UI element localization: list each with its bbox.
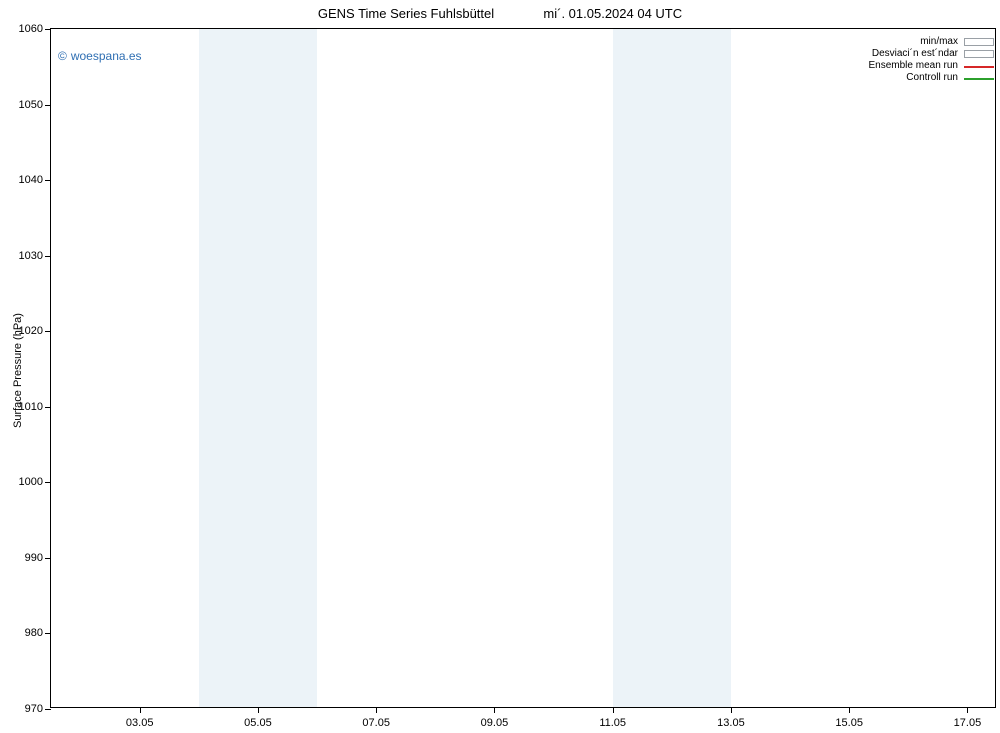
x-tick-label: 03.05 <box>126 717 154 729</box>
weekend-band <box>613 29 731 707</box>
x-tick <box>967 707 968 713</box>
weekend-band <box>199 29 317 707</box>
x-tick <box>731 707 732 713</box>
legend-item: Ensemble mean run <box>869 60 995 72</box>
x-tick <box>494 707 495 713</box>
y-tick-label: 1040 <box>19 174 43 186</box>
legend-item: Controll run <box>869 72 995 84</box>
legend-item: Desviaci´n est´ndar <box>869 48 995 60</box>
y-tick <box>45 407 51 408</box>
y-tick <box>45 558 51 559</box>
y-tick <box>45 482 51 483</box>
x-tick <box>849 707 850 713</box>
title-prefix: GENS Time Series Fuhlsbüttel <box>318 6 494 21</box>
x-tick <box>258 707 259 713</box>
copyright-icon: © <box>58 49 67 63</box>
y-tick <box>45 256 51 257</box>
watermark-text: woespana.es <box>71 49 142 63</box>
y-tick-label: 1000 <box>19 476 43 488</box>
x-tick-label: 15.05 <box>835 717 863 729</box>
y-tick-label: 980 <box>25 627 43 639</box>
x-tick-label: 09.05 <box>481 717 509 729</box>
x-tick-label: 13.05 <box>717 717 745 729</box>
x-tick-label: 11.05 <box>599 717 626 729</box>
legend-swatch <box>964 62 994 70</box>
y-tick <box>45 709 51 710</box>
y-tick <box>45 331 51 332</box>
legend-label: Desviaci´n est´ndar <box>872 48 958 60</box>
legend-label: Ensemble mean run <box>869 60 959 72</box>
legend-item: min/max <box>869 36 995 48</box>
plot-area: 970980990100010101020103010401050106003.… <box>50 28 996 708</box>
watermark: © woespana.es <box>58 49 142 63</box>
legend-label: min/max <box>920 36 958 48</box>
legend-swatch <box>964 74 994 82</box>
y-tick <box>45 29 51 30</box>
x-tick-label: 17.05 <box>954 717 982 729</box>
x-tick <box>376 707 377 713</box>
y-tick-label: 970 <box>25 703 43 715</box>
legend-swatch <box>964 50 994 58</box>
chart-canvas: GENS Time Series Fuhlsbüttel mi´. 01.05.… <box>0 0 1000 733</box>
x-tick <box>613 707 614 713</box>
title-suffix: mi´. 01.05.2024 04 UTC <box>543 6 682 21</box>
x-tick-label: 07.05 <box>362 717 390 729</box>
y-tick <box>45 633 51 634</box>
y-axis-label: Surface Pressure (hPa) <box>12 313 24 428</box>
legend-label: Controll run <box>906 72 958 84</box>
y-tick-label: 1060 <box>19 23 43 35</box>
y-tick-label: 1050 <box>19 99 43 111</box>
y-tick <box>45 105 51 106</box>
y-tick <box>45 180 51 181</box>
y-tick-label: 990 <box>25 552 43 564</box>
y-tick-label: 1030 <box>19 250 43 262</box>
x-tick <box>140 707 141 713</box>
legend: min/maxDesviaci´n est´ndarEnsemble mean … <box>869 36 995 84</box>
legend-swatch <box>964 38 994 46</box>
x-tick-label: 05.05 <box>244 717 272 729</box>
chart-title: GENS Time Series Fuhlsbüttel mi´. 01.05.… <box>0 6 1000 21</box>
